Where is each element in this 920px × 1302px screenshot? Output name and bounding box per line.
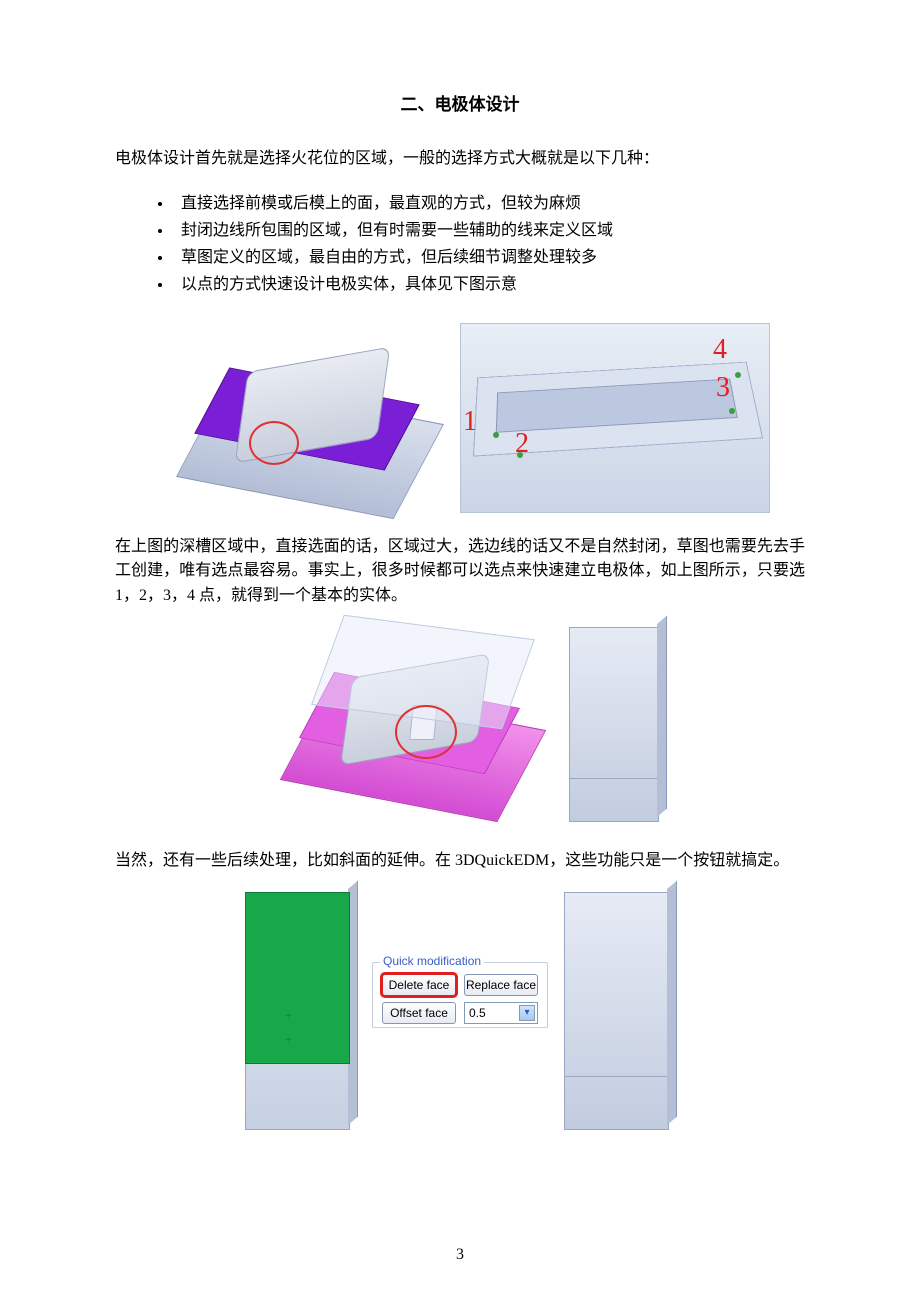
figure-row-1: 1 2 3 4 (115, 323, 805, 513)
page-number: 3 (456, 1246, 464, 1264)
figure-row-2 (115, 627, 805, 827)
figure-frame-points: 1 2 3 4 (460, 323, 770, 513)
quick-modification-dialog: Quick modification Delete face Replace f… (370, 952, 550, 1034)
offset-value-text: 0.5 (469, 1006, 486, 1020)
offset-value-select[interactable]: 0.5 ▾ (464, 1002, 538, 1024)
bullet-list: 直接选择前模或后模上的面，最直观的方式，但较为麻烦 封闭边线所包围的区域，但有时… (173, 190, 805, 299)
offset-face-button[interactable]: Offset face (382, 1002, 456, 1024)
paragraph-3: 当然，还有一些后续处理，比如斜面的延伸。在 3DQuickEDM，这些功能只是一… (115, 849, 805, 874)
plus-icon: + (285, 1010, 291, 1022)
figure-panel-gray-2 (558, 892, 683, 1137)
highlight-circle-icon (249, 421, 299, 465)
dialog-title: Quick modification (380, 954, 484, 968)
figure-mold-magenta (253, 627, 543, 827)
point-marker (729, 408, 735, 414)
chevron-down-icon[interactable]: ▾ (519, 1005, 535, 1021)
intro-paragraph: 电极体设计首先就是选择火花位的区域，一般的选择方式大概就是以下几种： (115, 147, 805, 172)
list-item: 以点的方式快速设计电极实体，具体见下图示意 (173, 271, 805, 298)
list-item: 草图定义的区域，最自由的方式，但后续细节调整处理较多 (173, 244, 805, 271)
delete-face-button[interactable]: Delete face (382, 974, 456, 996)
point-label-4: 4 (713, 334, 727, 366)
figure-mold-purple (150, 323, 440, 513)
highlight-circle-icon (395, 705, 457, 759)
page-title: 二、电极体设计 (115, 90, 805, 115)
point-marker (735, 372, 741, 378)
figure-panel-gray (563, 627, 668, 827)
list-item: 封闭边线所包围的区域，但有时需要一些辅助的线来定义区域 (173, 217, 805, 244)
point-label-2: 2 (515, 428, 529, 460)
paragraph-2: 在上图的深槽区域中，直接选面的话，区域过大，选边线的话又不是自然封闭，草图也需要… (115, 535, 805, 609)
plus-icon: + (285, 1034, 291, 1046)
replace-face-button[interactable]: Replace face (464, 974, 538, 996)
figure-row-3: + + Quick modification Delete face Repla… (115, 892, 805, 1137)
point-label-3: 3 (716, 372, 730, 404)
point-label-1: 1 (463, 406, 477, 438)
list-item: 直接选择前模或后模上的面，最直观的方式，但较为麻烦 (173, 190, 805, 217)
figure-panel-green: + + (237, 892, 362, 1137)
point-marker (493, 432, 499, 438)
